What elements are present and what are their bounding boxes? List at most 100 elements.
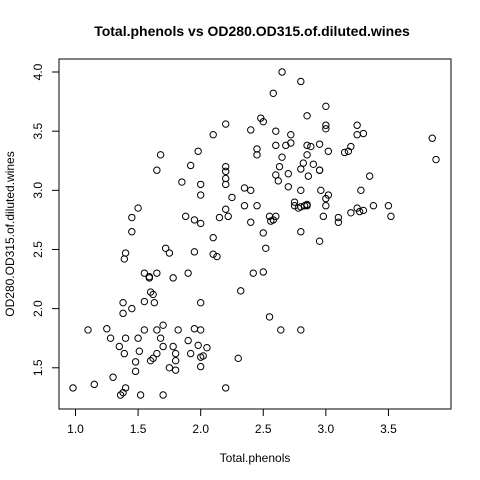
data-point (287, 139, 295, 147)
y-tick-label: 4.0 (31, 63, 45, 80)
data-point (116, 391, 125, 399)
data-point (106, 334, 115, 342)
data-point (309, 160, 318, 168)
data-point (299, 159, 308, 167)
data-point (222, 120, 230, 128)
data-point (353, 121, 361, 129)
data-point (119, 309, 127, 318)
data-point (222, 205, 230, 213)
data-point (303, 112, 311, 120)
data-point (215, 213, 224, 222)
data-point (347, 142, 355, 151)
x-axis: 1.0 1.5 2.0 2.5 3.0 3.5 (67, 408, 397, 436)
data-point (303, 200, 311, 209)
data-point (128, 228, 136, 236)
data-point (209, 250, 217, 258)
data-point (247, 218, 255, 226)
y-tick-label: 2.5 (31, 241, 45, 258)
data-point (121, 249, 130, 257)
data-point (315, 140, 324, 148)
data-point (303, 141, 311, 150)
data-point (322, 125, 330, 133)
data-point (228, 193, 236, 202)
data-point (174, 326, 182, 334)
data-point (275, 162, 284, 171)
data-point (324, 191, 333, 199)
data-point (297, 186, 305, 195)
data-point (199, 352, 207, 360)
data-point (353, 131, 361, 139)
data-point (357, 186, 365, 195)
chart-title: Total.phenols vs OD280.OD315.of.diluted.… (94, 23, 410, 39)
x-axis-label: Total.phenols (220, 451, 291, 465)
data-point (140, 297, 149, 306)
data-point (156, 334, 165, 342)
data-point (146, 356, 155, 365)
data-points (69, 68, 440, 399)
data-point (196, 326, 205, 334)
data-point (213, 252, 221, 261)
data-point (272, 127, 280, 135)
data-point (171, 349, 180, 358)
data-point (237, 287, 245, 295)
y-tick-label: 2.0 (31, 300, 45, 317)
data-point (262, 244, 270, 252)
data-point (196, 362, 205, 371)
data-point (240, 202, 249, 210)
data-point (284, 170, 292, 178)
x-tick-label: 1.5 (130, 422, 147, 436)
x-tick-label: 2.5 (255, 422, 272, 436)
data-point (307, 142, 315, 151)
data-point (322, 102, 330, 111)
data-point (69, 384, 77, 392)
data-point (334, 218, 343, 226)
data-point (153, 269, 161, 277)
y-tick-label: 3.0 (31, 182, 45, 199)
data-point (159, 342, 167, 351)
data-point (222, 167, 230, 176)
data-point (265, 313, 274, 321)
data-point (140, 269, 149, 277)
data-point (253, 151, 261, 159)
data-point (150, 299, 159, 307)
x-tick-label: 1.0 (67, 422, 84, 436)
data-point (149, 354, 157, 363)
data-point (297, 228, 305, 236)
data-point (196, 180, 205, 189)
data-point (315, 166, 324, 174)
data-point (222, 162, 230, 171)
data-point (224, 212, 232, 221)
data-point (297, 326, 305, 334)
data-point (272, 141, 280, 150)
data-point (315, 237, 324, 245)
data-point (196, 191, 205, 199)
data-point (284, 183, 292, 191)
data-point (136, 391, 145, 399)
data-point (259, 117, 267, 126)
data-point (131, 358, 140, 366)
data-point (178, 178, 186, 186)
data-point (115, 342, 124, 351)
data-point (90, 380, 98, 389)
data-point (165, 364, 174, 372)
data-point (324, 147, 333, 155)
data-point (319, 212, 328, 221)
data-point (277, 326, 285, 334)
x-tick-label: 2.0 (192, 422, 209, 436)
data-point (153, 349, 161, 358)
data-point (334, 213, 343, 222)
data-point (196, 299, 205, 307)
data-point (240, 184, 249, 192)
data-point (121, 384, 130, 392)
data-point (253, 202, 261, 210)
data-point (159, 391, 167, 399)
data-point (194, 147, 202, 155)
data-point (287, 131, 295, 139)
data-point (196, 219, 205, 228)
data-point (355, 207, 364, 216)
y-axis-label: OD280.OD315.of.diluted.wines (3, 151, 17, 316)
data-point (184, 269, 192, 277)
data-point (153, 326, 161, 334)
data-point (161, 244, 170, 252)
